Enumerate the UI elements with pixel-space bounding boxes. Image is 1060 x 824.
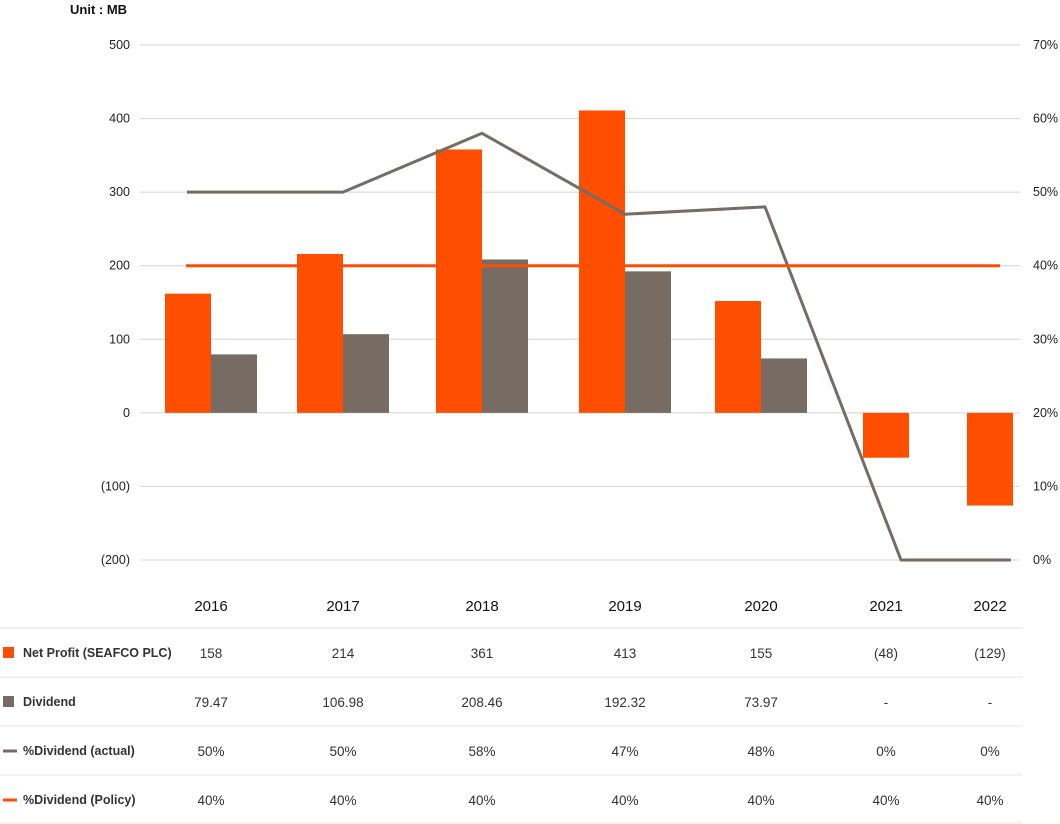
table-cell: 0% — [980, 744, 1000, 759]
year-label: 2018 — [465, 598, 498, 615]
table-cell: 47% — [611, 744, 638, 759]
net-profit-bar — [967, 412, 1013, 506]
table-row-label: Dividend — [23, 695, 76, 709]
table-cell: 208.46 — [461, 695, 502, 710]
table-cell: 155 — [750, 646, 773, 661]
year-label: 2017 — [326, 598, 359, 615]
table-cell: 40% — [872, 793, 899, 808]
dividend-bar — [761, 358, 807, 413]
table-cell: 40% — [611, 793, 638, 808]
dividend-bar — [343, 334, 389, 413]
left-axis-tick-label: (100) — [101, 479, 130, 493]
right-axis-tick-label: 0% — [1033, 553, 1051, 567]
right-axis-tick-label: 10% — [1033, 479, 1058, 493]
table-row-label: %Dividend (actual) — [23, 744, 135, 758]
legend-swatch — [3, 647, 14, 658]
dividend-actual-line — [187, 131, 1011, 562]
table-cell: 79.47 — [194, 695, 228, 710]
left-axis-tick-label: 0 — [123, 406, 130, 420]
left-axis-tick-label: 200 — [109, 259, 130, 273]
table-cell: 50% — [197, 744, 224, 759]
table-cell: 0% — [876, 744, 896, 759]
table-cell: 40% — [747, 793, 774, 808]
table-cell: 361 — [471, 646, 494, 661]
left-axis-tick-label: 500 — [109, 38, 130, 52]
table-cell: 413 — [614, 646, 637, 661]
table-cell: (48) — [874, 646, 898, 661]
table-cell: 58% — [468, 744, 495, 759]
net-profit-bar — [297, 253, 343, 413]
net-profit-bar — [436, 149, 482, 413]
net-profit-bar — [715, 301, 761, 413]
table-row-label: %Dividend (Policy) — [23, 793, 136, 807]
right-axis-tick-label: 60% — [1033, 112, 1058, 126]
year-label: 2020 — [744, 598, 777, 615]
table-cell: 50% — [329, 744, 356, 759]
net-profit-bar — [863, 412, 909, 458]
left-axis-tick-label: 400 — [109, 112, 130, 126]
table-row-label: Net Profit (SEAFCO PLC) — [23, 646, 172, 660]
right-axis-tick-label: 50% — [1033, 185, 1058, 199]
table-cell: 40% — [468, 793, 495, 808]
data-table: 2016 2017 2018 2019 2020 2021 2022 Net Profit (… — [0, 598, 1023, 824]
bars — [165, 110, 1013, 506]
lines — [186, 131, 1011, 562]
table-cell: 214 — [332, 646, 355, 661]
year-label: 2016 — [194, 598, 227, 615]
axes: 500 400 300 200 100 0 (100) (200) 70% 60% 50% 40% 30… — [101, 38, 1058, 567]
table-cell: 48% — [747, 744, 774, 759]
table-cell: - — [988, 695, 993, 710]
dividend-bar — [482, 259, 528, 413]
left-axis-tick-label: 100 — [109, 332, 130, 346]
table-cell: 73.97 — [744, 695, 778, 710]
year-label: 2022 — [973, 598, 1006, 615]
table-cell: - — [884, 695, 889, 710]
unit-label: Unit : MB — [70, 2, 127, 17]
year-label: 2021 — [869, 598, 902, 615]
net-profit-bar — [165, 293, 211, 413]
table-cell: 40% — [329, 793, 356, 808]
legend-swatch — [3, 696, 14, 707]
table-cell: 40% — [976, 793, 1003, 808]
legend-line — [3, 798, 17, 802]
left-axis-tick-label: (200) — [101, 553, 130, 567]
table-cell: 106.98 — [322, 695, 363, 710]
table-cell: 40% — [197, 793, 224, 808]
right-axis-tick-label: 40% — [1033, 259, 1058, 273]
dividend-bar — [211, 354, 257, 413]
year-label: 2019 — [608, 598, 641, 615]
table-cell: 192.32 — [604, 695, 645, 710]
right-axis-tick-label: 30% — [1033, 332, 1058, 346]
legend-line — [3, 749, 17, 753]
net-profit-bar — [579, 110, 625, 413]
right-axis-tick-label: 20% — [1033, 406, 1058, 420]
left-axis-tick-label: 300 — [109, 185, 130, 199]
table-cell: 158 — [200, 646, 223, 661]
table-cell: (129) — [974, 646, 1006, 661]
right-axis-tick-label: 70% — [1033, 38, 1058, 52]
dividend-bar — [625, 271, 671, 413]
